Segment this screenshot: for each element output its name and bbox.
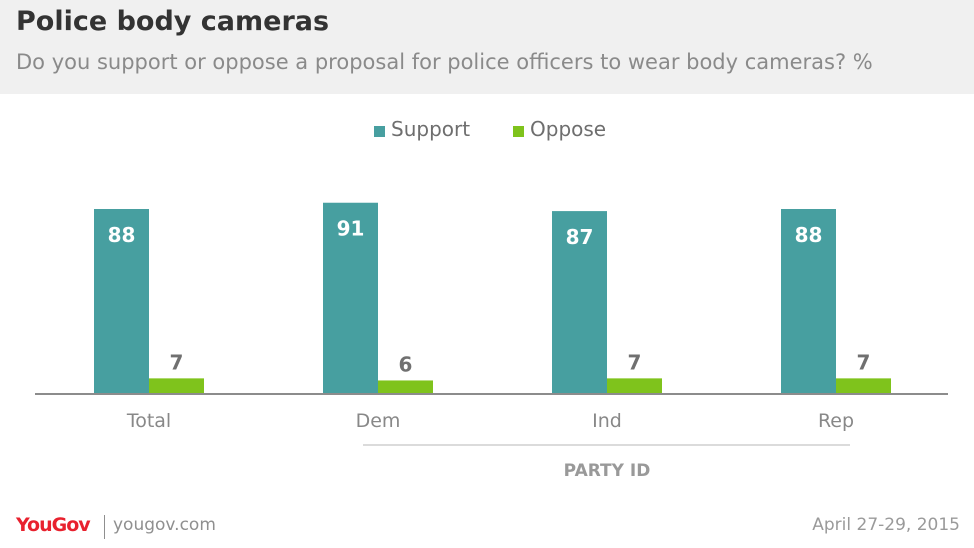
footer-divider (104, 515, 105, 539)
data-label-support-dem: 91 (337, 217, 365, 241)
data-label-oppose-dem: 6 (399, 352, 413, 376)
data-label-oppose-rep: 7 (857, 350, 871, 374)
chart-subtitle: Do you support or oppose a proposal for … (16, 50, 873, 74)
data-label-oppose-total: 7 (170, 350, 184, 374)
legend-label-support: Support (391, 117, 471, 141)
data-label-oppose-ind: 7 (628, 350, 642, 374)
category-label-rep: Rep (818, 410, 854, 432)
footer-url: yougov.com (113, 515, 216, 535)
legend-swatch-oppose (513, 126, 524, 137)
legend-swatch-support (374, 126, 385, 137)
bar-oppose-dem (378, 380, 433, 393)
category-label-dem: Dem (356, 410, 401, 432)
chart-title: Police body cameras (16, 6, 330, 37)
bar-oppose-ind (607, 378, 662, 393)
bar-support-total (94, 209, 149, 393)
bar-support-dem (323, 202, 378, 393)
footer-date: April 27-29, 2015 (812, 515, 960, 535)
bar-support-rep (781, 209, 836, 393)
bar-oppose-total (149, 378, 204, 393)
bar-chart: 88 7 Total 91 6 Dem 87 7 Ind 88 7 Rep PARTY ID (35, 202, 948, 481)
data-label-support-rep: 88 (795, 223, 823, 247)
category-label-ind: Ind (592, 410, 622, 432)
legend-label-oppose: Oppose (530, 117, 607, 141)
header-banner: Police body cameras Do you support or op… (0, 0, 974, 94)
yougov-logo: YouGov (16, 514, 91, 536)
data-label-support-total: 88 (108, 223, 136, 247)
group-label-party-id: PARTY ID (564, 461, 651, 481)
bar-oppose-rep (836, 378, 891, 393)
data-label-support-ind: 87 (566, 225, 594, 249)
bar-support-ind (552, 211, 607, 393)
legend: Support Oppose (0, 117, 974, 145)
category-label-total: Total (126, 410, 171, 432)
